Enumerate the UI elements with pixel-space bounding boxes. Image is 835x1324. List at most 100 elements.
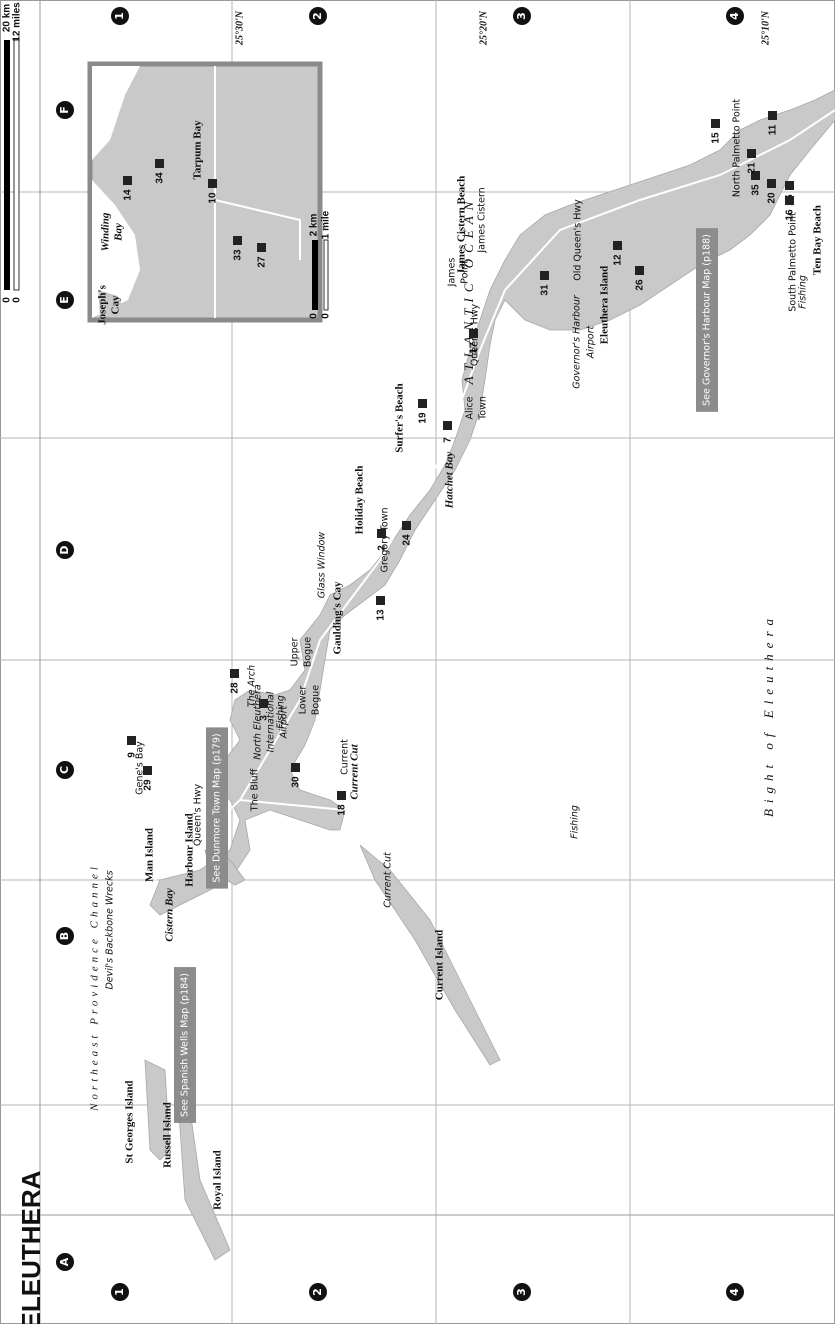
scale-label: 20 km: [2, 4, 13, 32]
poi-icon: [257, 243, 266, 252]
place-label: Airport: [279, 704, 290, 739]
row-label: 3: [515, 1288, 528, 1296]
place-label: Upper: [290, 638, 301, 667]
inset-scale-label: 0: [321, 313, 332, 319]
map-reference-box: [206, 727, 228, 889]
poi-icon: [540, 271, 549, 280]
island-label: Eleuthera Island: [599, 266, 611, 345]
row-marker: [726, 7, 744, 25]
poi-icon: [768, 111, 777, 120]
scale-bar: [4, 39, 20, 291]
poi-icon: [613, 241, 622, 250]
poi-number: 20: [767, 192, 778, 204]
place-label: The Bluff: [250, 768, 261, 812]
row-label: 3: [515, 12, 528, 20]
poi-icon: [127, 736, 136, 745]
site-label: Devil's Backbone Wrecks: [105, 870, 116, 989]
poi-number: 2: [377, 545, 388, 551]
poi-icon: [123, 176, 132, 185]
island-label: Royal Island: [212, 1150, 224, 1210]
row-label: 1: [113, 1288, 126, 1296]
scale-label: 12 miles: [12, 2, 23, 42]
place-label: Lower: [298, 686, 309, 715]
poi-icon: [208, 179, 217, 188]
poi-number: 10: [208, 192, 219, 204]
column-marker: [56, 541, 74, 559]
inset-label: Cay: [110, 295, 122, 314]
poi-number: 19: [418, 412, 429, 424]
inset-label: Winding: [100, 212, 112, 251]
place-label: Current: [340, 739, 351, 775]
column-label: D: [58, 545, 71, 554]
inset-label: Tarpum Bay: [192, 120, 204, 180]
poi-icon: [767, 179, 776, 188]
poi-number: 31: [540, 284, 551, 296]
row-label: 4: [728, 1288, 741, 1296]
poi-icon: [402, 521, 411, 530]
poi-icon: [469, 329, 478, 338]
row-marker: [726, 1283, 744, 1301]
column-label: B: [58, 932, 71, 940]
poi-number: 17: [469, 342, 480, 354]
latitude-label: 25°10'N: [760, 10, 771, 46]
column-marker: [56, 1253, 74, 1271]
map-reference-box: [696, 228, 718, 412]
column-label: C: [58, 766, 71, 774]
poi-number: 15: [711, 132, 722, 144]
poi-number: 30: [291, 776, 302, 788]
place-label: Bogue: [311, 685, 322, 715]
poi-icon: [376, 596, 385, 605]
map-title: ELEUTHERA: [16, 1170, 46, 1324]
poi-icon: [785, 196, 794, 205]
island-label: St Georges Island: [124, 1080, 136, 1163]
map-reference: See Dunmore Town Map (p179): [212, 733, 223, 882]
beache-label: Holiday Beach: [354, 466, 366, 535]
row-marker: [513, 7, 531, 25]
island-label: Current Island: [434, 930, 446, 1000]
inset-scale-label: 0: [309, 313, 320, 319]
island-label: Russell Island: [162, 1102, 174, 1168]
water-label: Bight of Eleuthera: [761, 613, 776, 817]
poi-icon: [233, 236, 242, 245]
place-label: North Eleuthera: [253, 684, 264, 760]
poi-number: 27: [257, 256, 268, 268]
scale-label: 0: [2, 297, 13, 303]
map-reference: See Spanish Wells Map (p184): [180, 973, 191, 1117]
scale-label: 0: [12, 297, 23, 303]
poi-icon: [291, 763, 300, 772]
site-label: Fishing: [276, 695, 287, 729]
beache-label: Ten Bay Beach: [812, 205, 824, 275]
poi-number: 29: [143, 779, 154, 791]
poi-icon: [230, 669, 239, 678]
inset-label: Joseph's: [97, 284, 109, 324]
water-label: Hatchet Bay: [444, 452, 456, 510]
poi-number: 34: [155, 172, 166, 184]
inset-label: Bay: [113, 223, 125, 242]
column-marker: [56, 101, 74, 119]
poi-number: 14: [123, 189, 134, 201]
column-label: E: [58, 296, 71, 304]
row-label: 1: [113, 12, 126, 20]
column-label: F: [58, 106, 71, 114]
row-label: 2: [311, 1288, 324, 1296]
row-marker: [111, 1283, 129, 1301]
place-label: South Palmetto Point: [788, 212, 799, 312]
site-label: Glass Window: [317, 532, 328, 599]
roads: [154, 109, 835, 881]
row-marker: [111, 7, 129, 25]
poi-number: 7: [443, 437, 454, 443]
poi-number: 11: [768, 124, 779, 135]
poi-icon: [143, 766, 152, 775]
place-label: Gene's Bay: [135, 741, 146, 795]
latitude-label: 25°20'N: [478, 10, 489, 46]
island-label: Man Island: [144, 828, 156, 882]
poi-icon: [443, 421, 452, 430]
water-label: Northeast Providence Channel: [89, 863, 101, 1112]
road-label: Queen's Hwy: [193, 783, 204, 846]
site-label: Fishing: [798, 275, 809, 309]
poi-number: 9: [127, 752, 138, 758]
inset-scale-label: 1 mile: [321, 210, 332, 239]
poi-number: 13: [376, 609, 387, 621]
